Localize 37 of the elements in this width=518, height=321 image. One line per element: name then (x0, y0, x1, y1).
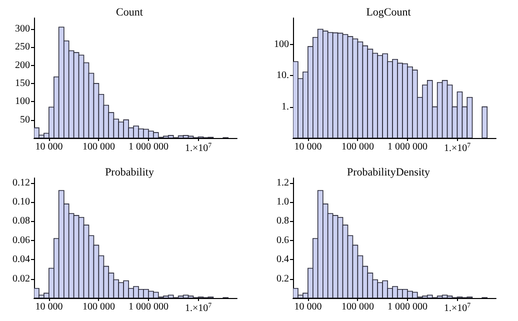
x-tick-label: 10 000 (35, 142, 63, 152)
x-tick-label: 10 000 (35, 302, 63, 312)
y-tick-label: 50 (20, 114, 30, 126)
y-tick-label: 0.2 (276, 273, 289, 284)
x-tick-label: 1 000 000 (128, 302, 168, 312)
y-tick-label: 100 (15, 96, 30, 108)
y-tick-label: 200 (15, 60, 30, 71)
x-tick-label: 1 000 000 (387, 142, 428, 152)
y-tick-label: 0.8 (276, 216, 289, 227)
x-tick-label: 10 000 (294, 302, 322, 312)
chart-title: Count (116, 6, 143, 18)
x-tick-label: 1 000 000 (128, 142, 168, 152)
y-tick-label: 300 (15, 23, 30, 34)
y-tick-label: 100 (274, 38, 289, 50)
y-tick-label: 0.04 (12, 254, 30, 266)
x-tick-label: 100 000 (82, 142, 115, 152)
chart-title: LogCount (366, 6, 411, 18)
x-tick-label: 10 000 (294, 142, 322, 152)
y-tick-label: 250 (15, 42, 30, 53)
y-tick-label: 1. (282, 101, 289, 112)
chart-title: Probability (105, 166, 154, 178)
y-tick-label: 0.02 (12, 273, 30, 284)
y-tick-label: 0.10 (12, 196, 30, 208)
chart-title: ProbabilityDensity (346, 166, 431, 178)
y-tick-label: 0.4 (276, 254, 289, 266)
y-tick-label: 10. (276, 70, 289, 82)
y-tick-label: 0.6 (276, 234, 289, 246)
x-tick-label: 100 000 (341, 302, 374, 312)
y-tick-label: 1.2 (276, 177, 289, 188)
y-tick-label: 150 (15, 78, 30, 89)
y-tick-label: 0.06 (12, 234, 30, 246)
y-tick-label: 1.0 (276, 196, 289, 208)
y-tick-label: 0.12 (12, 177, 30, 188)
y-tick-label: 0.08 (12, 216, 30, 227)
x-tick-label: 100 000 (341, 142, 374, 152)
x-tick-label: 100 000 (82, 302, 115, 312)
x-tick-label: 1 000 000 (387, 302, 428, 312)
